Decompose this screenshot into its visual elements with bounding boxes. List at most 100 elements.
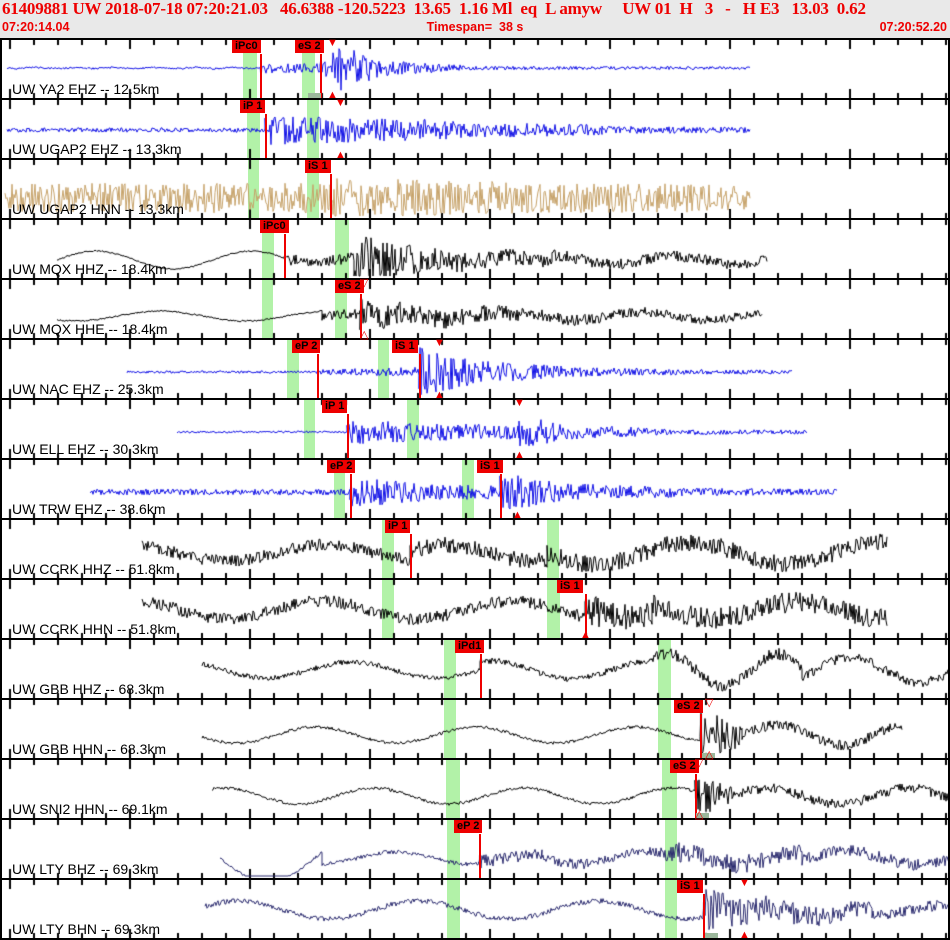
trace-row[interactable]: eS 2 ▽ △ UW SNI2 HHN -- 69.1km [2,757,948,821]
trace-label: UW NAC EHZ -- 25.3km [12,381,164,397]
trace-label: UW GBB HHN -- 68.3km [12,741,167,757]
phase-pick-flag[interactable]: iS 1 [305,160,331,173]
phase-pick-line[interactable] [585,594,587,638]
predicted-arrival-marker: ▽ [695,757,704,769]
waveform-canvas[interactable] [2,700,948,758]
residual-marker [705,933,718,938]
predicted-arrival-marker: ▲ [335,149,346,161]
phase-pick-line[interactable] [347,414,349,458]
trace-panel: iPc0 eS 2 ▼ ▲ UW YA2 EHZ -- 12.5km iP 1 ▼ ▲ UW U… [0,38,950,940]
phase-pick-flag[interactable]: eS 2 [670,760,699,773]
trace-row[interactable]: eP 2 iS 1 ▼ ▲ UW NAC EHZ -- 25.3km [2,337,948,401]
trace-label: UW LTY BHN -- 69.3km [12,921,161,937]
waveform-canvas[interactable] [2,160,948,218]
time-axis-header: 07:20:14.04 Timespan= 38 s 07:20:52.20 [0,19,950,37]
phase-pick-line[interactable] [695,774,697,818]
predicted-arrival-marker: ▲ [434,389,445,401]
predicted-arrival-marker: ▼ [434,337,445,349]
trace-row[interactable]: iP 1 ▼ ▲ UW UGAP2 EHZ -- 13.3km [2,97,948,161]
phase-pick-flag[interactable]: eP 2 [292,340,321,353]
phase-pick-line[interactable] [350,474,352,518]
trace-row[interactable]: iPc0 UW MQX HHZ -- 18.4km [2,220,948,280]
predicted-arrival-marker: ▲ [514,449,525,461]
phase-pick-line[interactable] [480,654,482,698]
phase-pick-line[interactable] [317,354,319,398]
trace-label: UW CCRK HHN -- 51.8km [12,621,177,637]
predicted-arrival-marker: ▽ [360,277,369,289]
trace-label: UW MQX HHZ -- 18.4km [12,261,167,277]
phase-pick-flag[interactable]: eS 2 [335,280,364,293]
waveform-canvas[interactable] [2,520,948,578]
trace-row[interactable]: iP 1 ▼ ▲ UW ELL EHZ -- 30.3km [2,398,948,461]
phase-pick-flag[interactable]: iS 1 [392,340,418,353]
phase-pick-flag[interactable]: eP 2 [327,460,356,473]
trace-row[interactable]: iPc0 eS 2 ▼ ▲ UW YA2 EHZ -- 12.5km [2,37,948,101]
trace-label: UW ELL EHZ -- 30.3km [12,441,159,457]
predicted-arrival-marker: △ [695,809,704,821]
waveform-canvas[interactable] [2,40,948,98]
phase-pick-line[interactable] [419,354,421,398]
phase-pick-line[interactable] [260,54,262,98]
phase-pick-line[interactable] [320,54,322,98]
phase-pick-line[interactable] [265,114,267,158]
predicted-arrival-marker: △ [360,329,369,341]
predicted-arrival-marker: △ [705,749,714,761]
phase-pick-flag[interactable]: iPc0 [232,40,261,53]
phase-pick-flag[interactable]: iS 1 [677,880,703,893]
waveform-canvas[interactable] [2,580,948,638]
phase-pick-line[interactable] [479,834,481,878]
predicted-arrival-marker: ▼ [335,97,346,109]
phase-pick-flag[interactable]: eS 2 [674,700,703,713]
phase-pick-flag[interactable]: iP 1 [322,400,348,413]
predicted-arrival-marker: ▼ [327,37,338,49]
phase-pick-flag[interactable]: eP 2 [454,820,483,833]
trace-row[interactable]: iS 1 ▲ UW CCRK HHN -- 51.8km [2,580,948,641]
residual-marker [308,93,321,98]
trace-row[interactable]: eS 2 ▽ △ UW GBB HHN -- 68.3km [2,697,948,761]
phase-pick-line[interactable] [284,234,286,278]
trace-label: UW GBB HHZ -- 68.3km [12,681,165,697]
phase-pick-line[interactable] [410,534,412,578]
trace-row[interactable]: eS 2 ▽ △ UW MQX HHE -- 18.4km [2,277,948,341]
window-start-time: 07:20:14.04 [2,20,70,34]
phase-pick-line[interactable] [500,474,502,518]
waveform-canvas[interactable] [2,760,948,818]
trace-row[interactable]: iS 1 UW UGAP2 HNN -- 13.3km [2,160,948,220]
phase-pick-line[interactable] [703,894,705,938]
trace-row[interactable]: iPd1 UW GBB HHZ -- 68.3km [2,640,948,700]
predicted-arrival-marker: ▼ [739,877,750,889]
trace-row[interactable]: iP 1 UW CCRK HHZ -- 51.8km [2,520,948,580]
trace-label: UW MQX HHE -- 18.4km [12,321,168,337]
trace-label: UW UGAP2 HNN -- 13.3km [12,201,184,217]
phase-pick-flag[interactable]: iP 1 [385,520,411,533]
phase-pick-flag[interactable]: iS 1 [477,460,503,473]
waveform-canvas[interactable] [2,100,948,158]
trace-label: UW YA2 EHZ -- 12.5km [12,81,160,97]
trace-label: UW SNI2 HHN -- 69.1km [12,801,168,817]
phase-pick-flag[interactable]: eS 2 [295,40,324,53]
phase-pick-line[interactable] [700,714,702,758]
waveform-canvas[interactable] [2,400,948,458]
phase-pick-flag[interactable]: iPc0 [260,220,289,233]
waveform-canvas[interactable] [2,880,948,938]
phase-pick-line[interactable] [360,294,362,338]
waveform-canvas[interactable] [2,460,948,518]
trace-row[interactable]: eP 2 iS 1 ▲ UW TRW EHZ -- 38.6km [2,460,948,521]
trace-label: UW CCRK HHZ -- 51.8km [12,561,175,577]
timespan-label: Timespan= 38 s [426,20,524,34]
waveform-canvas[interactable] [2,340,948,398]
predicted-arrival-marker: ▲ [512,509,523,521]
event-header: 61409881 UW 2018-07-18 07:20:21.03 46.63… [0,0,950,38]
waveform-canvas[interactable] [2,280,948,338]
phase-pick-line[interactable] [330,174,332,218]
trace-row[interactable]: iS 1 ▼ ▲ UW LTY BHN -- 69.3km [2,877,948,940]
trace-label: UW UGAP2 EHZ -- 13.3km [12,141,182,157]
predicted-arrival-marker: ▽ [705,697,714,709]
waveform-canvas[interactable] [2,220,948,278]
phase-pick-flag[interactable]: iPd1 [455,640,485,653]
phase-pick-flag[interactable]: iP 1 [240,100,266,113]
trace-row[interactable]: eP 2 UW LTY BHZ -- 69.3km [2,820,948,880]
phase-pick-flag[interactable]: iS 1 [557,580,583,593]
event-summary-line: 61409881 UW 2018-07-18 07:20:21.03 46.63… [2,0,866,18]
